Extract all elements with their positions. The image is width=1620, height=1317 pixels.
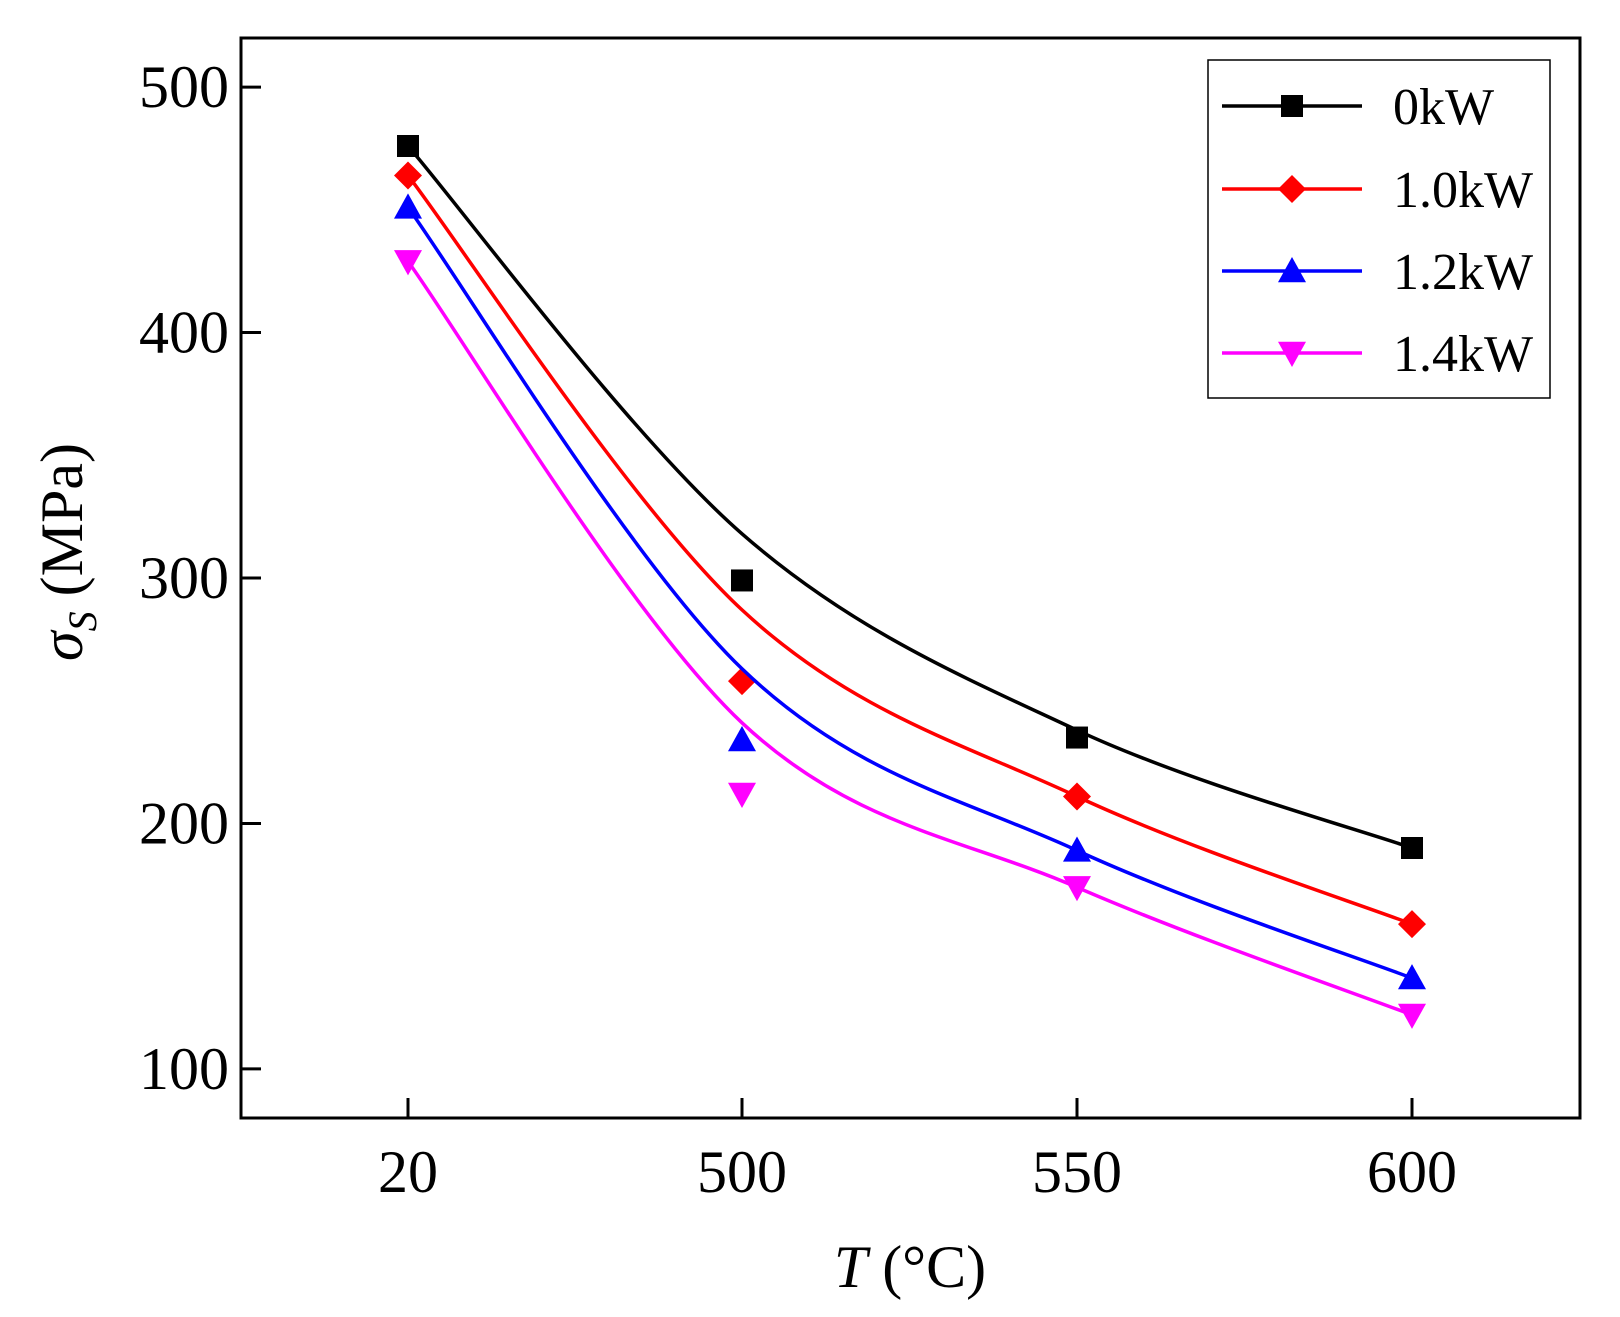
y-axis-title-unit: (MPa) [29, 443, 95, 611]
legend-box [1207, 59, 1551, 399]
series-0kW [397, 135, 1423, 859]
legend-item-1.4kW: 1.4kW [1222, 326, 1533, 383]
point-1.2kW-20 [394, 193, 422, 219]
legend-label-0kW: 0kW [1393, 79, 1494, 136]
legend-label-1.4kW: 1.4kW [1393, 326, 1533, 383]
x-axis: 20 500 550 600 [378, 1098, 1457, 1205]
point-1.2kW-500 [728, 726, 756, 752]
y-tick-label-500: 500 [139, 54, 229, 120]
legend-marker-0kW [1281, 95, 1303, 117]
point-1.0kW-550 [1063, 782, 1091, 811]
y-tick-label-400: 400 [139, 300, 229, 366]
legend-item-1.2kW: 1.2kW [1222, 244, 1533, 301]
legend-marker-1.0kW [1278, 175, 1306, 203]
point-0kW-20 [397, 135, 419, 157]
fit-line-1.0kW [406, 174, 1413, 926]
fit-line-0kW [406, 144, 1413, 850]
series-layer [394, 135, 1426, 1029]
legend-item-0kW: 0kW [1222, 79, 1494, 136]
point-1.0kW-500 [728, 667, 756, 696]
x-axis-title: T (°C) [834, 1234, 986, 1300]
y-axis-title-subscript: S [60, 611, 105, 631]
fit-line-1.4kW [406, 260, 1413, 1017]
point-1.4kW-20 [394, 250, 422, 276]
point-1.0kW-20 [394, 161, 422, 190]
legend-marker-1.2kW [1278, 257, 1306, 283]
y-axis-title: σS (MPa) [29, 443, 105, 661]
point-1.0kW-600 [1398, 910, 1426, 939]
point-1.2kW-600 [1398, 964, 1426, 990]
legend-marker-1.4kW [1278, 341, 1306, 367]
x-axis-title-symbol: T [834, 1234, 871, 1300]
y-tick-label-200: 200 [139, 790, 229, 856]
series-1.4kW [394, 250, 1426, 1029]
legend-item-1.0kW: 1.0kW [1222, 162, 1533, 219]
x-axis-title-unit: (°C) [867, 1234, 986, 1300]
y-axis-title-symbol: σ [29, 629, 95, 661]
point-1.2kW-550 [1063, 836, 1091, 862]
x-tick-label-550: 550 [1032, 1139, 1122, 1205]
point-1.4kW-600 [1398, 1003, 1426, 1029]
x-tick-label-20: 20 [378, 1139, 438, 1205]
y-tick-label-300: 300 [139, 545, 229, 611]
y-tick-label-100: 100 [139, 1036, 229, 1102]
legend-label-1.2kW: 1.2kW [1393, 244, 1533, 301]
fit-line-1.2kW [406, 206, 1413, 980]
point-0kW-600 [1401, 837, 1423, 859]
x-tick-label-500: 500 [697, 1139, 787, 1205]
legend: 0kW 1.0kW 1.2kW 1.4kW [1207, 59, 1551, 399]
point-1.4kW-500 [728, 782, 756, 808]
x-tick-label-600: 600 [1367, 1139, 1457, 1205]
point-0kW-500 [731, 569, 753, 592]
y-axis: 100 200 300 400 500 [139, 54, 261, 1102]
point-0kW-550 [1066, 726, 1088, 749]
series-1.2kW [394, 193, 1426, 990]
legend-label-1.0kW: 1.0kW [1393, 162, 1533, 219]
point-1.4kW-550 [1063, 876, 1091, 902]
